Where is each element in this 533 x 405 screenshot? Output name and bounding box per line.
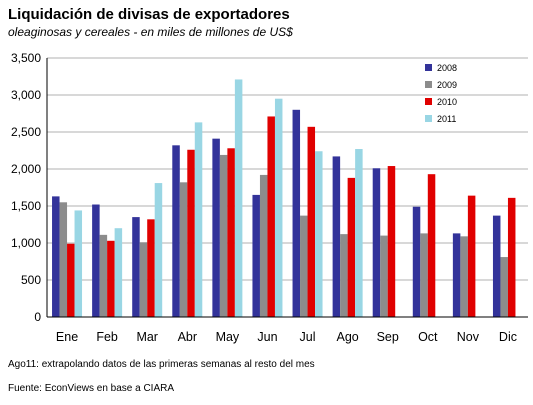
bar-2010-abr	[187, 149, 195, 317]
bar-2009-may	[219, 154, 228, 317]
x-tick-label: Mar	[136, 330, 158, 344]
bar-2011-abr	[194, 122, 203, 317]
gridlines	[47, 57, 528, 281]
bar-2009-ago	[340, 234, 348, 317]
bar-2011-jun	[274, 98, 283, 317]
y-tick-label: 3,500	[11, 51, 41, 65]
x-tick-label: Oct	[418, 330, 438, 344]
legend-label-2009: 2009	[437, 80, 457, 90]
bar-2011-ago	[355, 149, 363, 317]
bar-2010-oct	[427, 174, 436, 317]
x-tick-label: Feb	[96, 330, 118, 344]
bar-2010-dic	[507, 197, 516, 317]
bar-2011-may	[234, 79, 243, 318]
x-tick-label: Sep	[377, 330, 399, 344]
bar-2010-ago	[347, 177, 356, 317]
bar-2010-mar	[147, 219, 155, 317]
x-tick-label: Jun	[257, 330, 277, 344]
bar-2010-ene	[67, 243, 75, 317]
bars	[52, 79, 516, 318]
bar-2008-abr	[172, 145, 180, 317]
y-tick-label: 0	[34, 310, 41, 324]
bar-2009-feb	[99, 234, 108, 317]
bar-2008-jun	[252, 194, 260, 317]
bar-2010-jun	[267, 116, 275, 318]
y-tick-label: 3,000	[11, 88, 41, 102]
axes	[46, 58, 528, 318]
x-tick-label: Nov	[457, 330, 480, 344]
x-tick-label: May	[216, 330, 240, 344]
bar-2008-nov	[452, 233, 461, 317]
y-tick-label: 2,000	[11, 162, 41, 176]
chart-subtitle: oleaginosas y cereales - en miles de mil…	[8, 25, 293, 39]
chart-title: Liquidación de divisas de exportadores	[8, 6, 290, 23]
legend-swatch-2011	[425, 115, 432, 122]
x-tick-label: Ago	[337, 330, 359, 344]
bar-2009-jun	[259, 174, 268, 317]
x-tick-label: Jul	[300, 330, 316, 344]
y-tick-label: 1,500	[11, 199, 41, 213]
legend-label-2008: 2008	[437, 63, 457, 73]
y-tick-label: 1,000	[11, 236, 41, 250]
bar-2010-feb	[107, 240, 115, 317]
bar-2009-abr	[179, 182, 188, 317]
bar-2008-mar	[132, 217, 140, 317]
bar-2011-mar	[154, 183, 163, 317]
bar-2009-jul	[300, 215, 308, 317]
y-tick-label: 2,500	[11, 125, 41, 139]
bar-2008-dic	[492, 215, 501, 317]
bar-2010-jul	[307, 126, 316, 317]
legend-label-2011: 2011	[437, 114, 456, 124]
bar-2008-may	[212, 138, 220, 317]
bar-2009-ene	[59, 202, 68, 317]
bar-2008-ago	[332, 156, 341, 317]
bar-2011-feb	[114, 228, 123, 317]
legend-swatch-2010	[425, 98, 432, 105]
legend: 2008 2009 2010 2011	[425, 63, 457, 124]
bar-2009-sep	[380, 235, 388, 317]
legend-label-2010: 2010	[437, 97, 457, 107]
x-tick-labels: Ene Feb Mar Abr May Jun Jul Ago Sep Oct Nov Dic	[56, 330, 517, 344]
x-tick-label: Abr	[178, 330, 197, 344]
bar-2009-dic	[500, 257, 508, 317]
x-tick-label: Dic	[499, 330, 517, 344]
bar-2011-ene	[74, 210, 83, 317]
x-tick-label: Ene	[56, 330, 78, 344]
legend-swatch-2009	[425, 81, 432, 88]
bar-2010-sep	[387, 166, 396, 317]
bar-2009-oct	[420, 233, 428, 317]
bar-2008-oct	[412, 206, 421, 317]
bar-2008-jul	[292, 109, 301, 317]
footnote: Ago11: extrapolando datos de las primera…	[8, 359, 315, 370]
bar-2008-sep	[372, 168, 381, 317]
bar-2010-may	[227, 148, 235, 317]
y-tick-labels: 0 500 1,000 1,500 2,000 2,500 3,000 3,500	[11, 51, 41, 324]
bar-2011-jul	[315, 151, 323, 317]
bar-2009-nov	[460, 236, 468, 317]
bar-2008-feb	[92, 204, 100, 317]
bar-2009-mar	[139, 242, 148, 317]
bar-2008-ene	[52, 196, 60, 317]
source-note: Fuente: EconViews en base a CIARA	[8, 383, 175, 394]
bar-2010-nov	[467, 195, 476, 317]
y-tick-label: 500	[21, 273, 41, 287]
legend-swatch-2008	[425, 64, 432, 71]
